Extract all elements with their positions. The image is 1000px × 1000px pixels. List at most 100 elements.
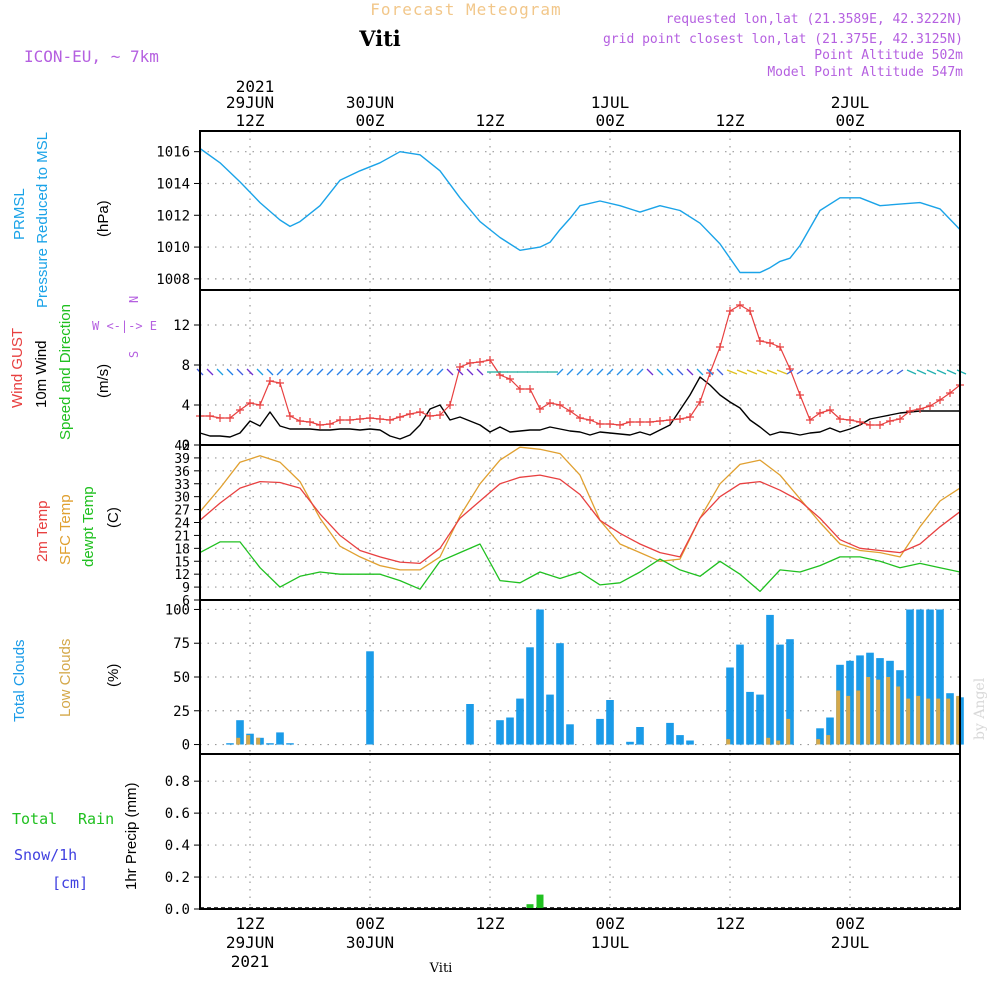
wind-direction-arrow xyxy=(576,368,584,376)
top-hour-label: 00Z xyxy=(836,111,865,130)
y-tick-label: 100 xyxy=(165,602,190,618)
gust-marker xyxy=(806,416,814,424)
wind-direction-arrow xyxy=(896,369,904,375)
wind-direction-arrow xyxy=(216,368,224,376)
wind-direction-arrow xyxy=(596,368,604,376)
wind-direction-arrow xyxy=(916,369,927,375)
wind-direction-arrow xyxy=(796,369,804,375)
total-cloud-bar xyxy=(726,667,734,745)
gust-marker xyxy=(316,421,324,429)
wind-direction-arrow xyxy=(236,368,244,376)
gust-marker xyxy=(896,415,904,423)
prmsl-unit-label: (hPa) xyxy=(95,200,112,237)
wind-direction-arrow xyxy=(906,369,917,375)
total-cloud-bar xyxy=(626,741,634,745)
bottom-hour-label: 12Z xyxy=(236,914,265,933)
gust-marker xyxy=(376,415,384,423)
gust-marker xyxy=(236,406,244,414)
low-cloud-bar xyxy=(726,739,731,745)
gust-marker xyxy=(946,389,954,397)
y-tick-label: 30 xyxy=(174,491,190,506)
total-cloud-bar xyxy=(526,647,534,745)
wind-direction-arrow xyxy=(226,368,234,376)
y-tick-label: 6 xyxy=(182,594,190,609)
gust-marker xyxy=(546,399,554,407)
low-cloud-bar xyxy=(766,737,771,745)
total-cloud-bar xyxy=(776,644,784,745)
compass-west-east: W <-|-> E xyxy=(92,319,157,333)
total-cloud-bar xyxy=(596,718,604,745)
y-tick-label: 0.0 xyxy=(165,902,190,918)
top-day-label: 1JUL xyxy=(591,93,630,112)
gust-marker xyxy=(356,415,364,423)
total-cloud-bar xyxy=(916,609,924,745)
gust-marker xyxy=(846,416,854,424)
y-tick-label: 33 xyxy=(174,478,190,493)
gust-marker xyxy=(776,343,784,351)
gust-marker xyxy=(406,410,414,418)
gust-marker xyxy=(556,401,564,409)
gust-marker xyxy=(526,385,534,393)
wind-direction-arrow xyxy=(766,369,778,375)
wind-direction-arrow xyxy=(956,369,967,375)
top-year: 2021 xyxy=(236,77,275,96)
gust-marker xyxy=(906,407,914,415)
bottom-hour-label: 12Z xyxy=(476,914,505,933)
top-hour-label: 12Z xyxy=(716,111,745,130)
top-day-label: 30JUN xyxy=(346,93,394,112)
requested-coords: requested lon,lat (21.3589E, 42.3222N) xyxy=(666,12,963,27)
wind-direction-arrow xyxy=(726,369,738,375)
temp-2m-line xyxy=(199,474,961,565)
total-cloud-bar xyxy=(236,720,244,745)
total-cloud-bar xyxy=(536,609,544,745)
y-tick-label: 0.4 xyxy=(165,838,190,854)
wind-direction-arrow xyxy=(366,368,374,376)
gust-marker xyxy=(686,413,694,421)
wind-direction-arrow xyxy=(286,368,294,376)
wind-direction-arrow xyxy=(846,369,854,375)
temp-unit-label: (C) xyxy=(105,507,122,528)
gust-marker xyxy=(576,414,584,422)
total-cloud-bar xyxy=(506,717,514,745)
gust-marker xyxy=(276,379,284,387)
bottom-year: 2021 xyxy=(231,952,270,971)
snow-label: Snow/1h xyxy=(14,846,77,864)
gust-marker xyxy=(506,375,514,383)
gust-marker xyxy=(626,418,634,426)
gust-marker xyxy=(886,417,894,425)
wind-direction-arrow xyxy=(326,368,334,376)
gust-marker xyxy=(456,363,464,371)
gust-label: Wind GUST xyxy=(9,328,26,408)
y-tick-label: 4 xyxy=(182,398,190,414)
total-cloud-bar xyxy=(266,743,274,745)
low-cloud-bar xyxy=(926,698,931,745)
dewpt-label: dewpt Temp xyxy=(80,486,97,567)
gust-marker xyxy=(646,418,654,426)
total-cloud-bar xyxy=(926,609,934,745)
low-cloud-bar xyxy=(776,740,781,745)
bottom-day-label: 1JUL xyxy=(591,933,630,952)
total-cloud-bar xyxy=(286,743,294,745)
total-cloud-bar xyxy=(516,698,524,745)
gust-marker xyxy=(666,416,674,424)
gust-marker xyxy=(216,414,224,422)
top-day-label: 2JUL xyxy=(831,93,870,112)
wind-direction-arrow xyxy=(296,368,304,376)
wind-direction-arrow xyxy=(666,368,674,376)
wind-direction-arrow xyxy=(446,368,454,376)
total-cloud-bar xyxy=(226,743,234,745)
wind-direction-arrow xyxy=(786,369,794,375)
grid-layer: 1008101010121014101604812691215182124273… xyxy=(156,131,960,918)
wind-direction-arrow xyxy=(696,368,704,376)
wind-direction-arrow xyxy=(566,368,574,376)
wind-direction-arrow xyxy=(256,368,264,376)
wind-direction-arrow xyxy=(826,369,834,375)
wind-direction-arrow xyxy=(376,368,384,376)
wind-direction-arrow xyxy=(936,369,947,375)
wind-direction-arrow xyxy=(716,368,724,376)
top-hour-label: 12Z xyxy=(236,111,265,130)
gust-marker xyxy=(256,401,264,409)
point-altitude: Point Altitude 502m xyxy=(814,48,963,63)
bottom-day-label: 29JUN xyxy=(226,933,274,952)
bottom-hour-label: 00Z xyxy=(356,914,385,933)
